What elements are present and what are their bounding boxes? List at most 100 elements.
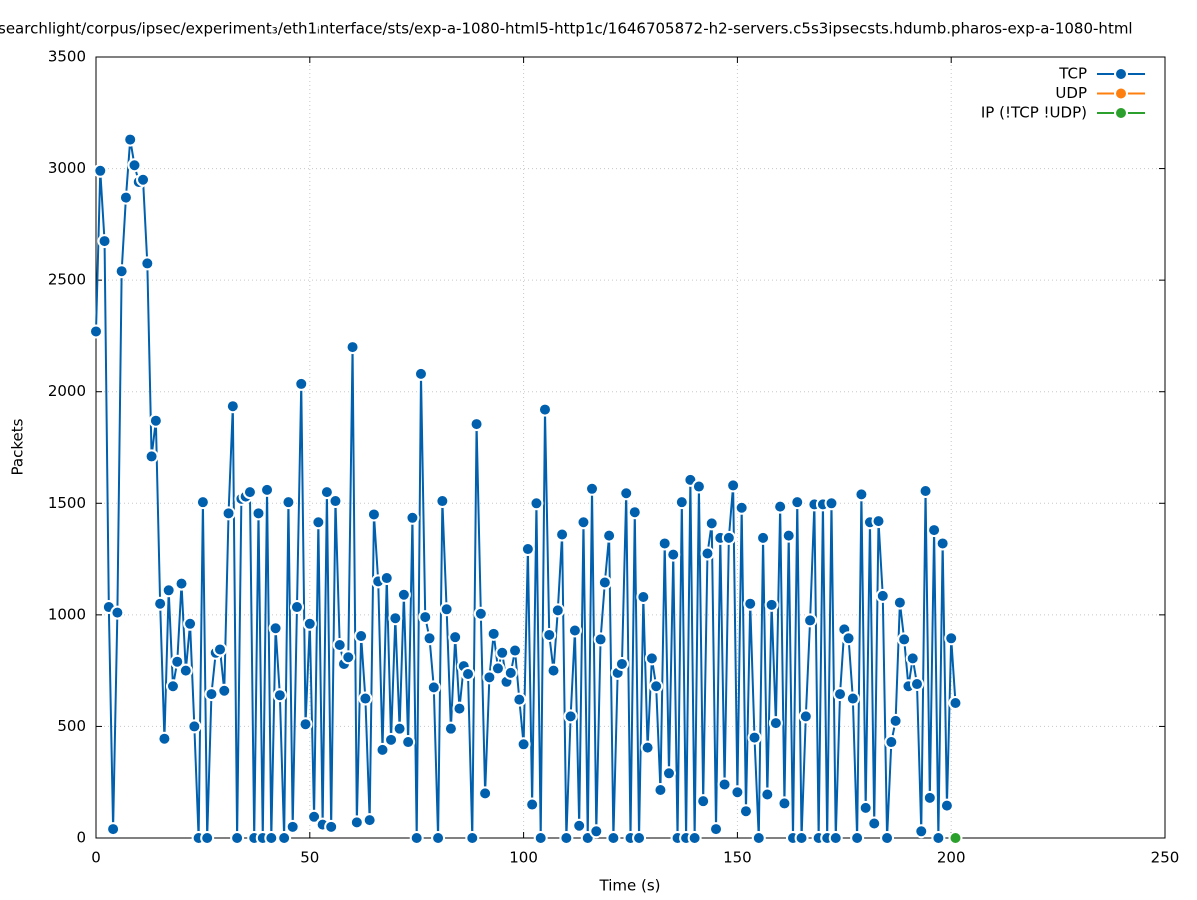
data-point: [542, 627, 557, 642]
data-point: [884, 735, 899, 750]
data-point: [482, 670, 497, 685]
data-point: [798, 709, 813, 724]
data-point: [294, 376, 309, 391]
data-point: [614, 656, 629, 671]
data-point: [597, 575, 612, 590]
data-point: [195, 495, 210, 510]
data-point: [948, 695, 963, 710]
data-point: [529, 496, 544, 511]
x-tick-label: 100: [509, 849, 538, 867]
data-point: [850, 831, 865, 845]
data-point: [790, 495, 805, 510]
data-point: [469, 417, 484, 432]
data-point: [777, 796, 792, 811]
data-point: [944, 631, 959, 646]
data-point: [298, 717, 313, 732]
data-point: [281, 495, 296, 510]
data-point: [875, 588, 890, 603]
data-point: [743, 596, 758, 611]
data-point: [418, 610, 433, 625]
data-point: [452, 701, 467, 716]
y-tick-label: 0: [76, 829, 86, 847]
data-point: [845, 691, 860, 706]
data-point: [435, 494, 450, 509]
data-point: [760, 787, 775, 802]
data-point: [824, 496, 839, 511]
y-tick-label: 500: [57, 717, 86, 735]
y-tick-label: 3500: [48, 48, 86, 66]
data-point: [939, 798, 954, 813]
data-point: [649, 679, 664, 694]
data-point: [734, 500, 749, 515]
data-point: [277, 831, 292, 845]
data-point: [384, 732, 399, 747]
data-point: [161, 583, 176, 598]
data-point: [768, 716, 783, 731]
data-point: [354, 629, 369, 644]
data-point: [537, 402, 552, 417]
data-point: [602, 528, 617, 543]
data-point: [165, 679, 180, 694]
data-point: [213, 642, 228, 657]
data-point: [388, 611, 403, 626]
data-point: [747, 730, 762, 745]
data-point: [841, 631, 856, 646]
data-point: [636, 590, 651, 605]
data-point: [157, 731, 172, 746]
data-point: [546, 663, 561, 678]
x-tick-label: 0: [91, 849, 101, 867]
data-point: [174, 576, 189, 591]
data-point: [242, 485, 257, 500]
data-point: [127, 158, 142, 173]
data-point: [567, 623, 582, 638]
data-point: [756, 530, 771, 545]
x-tick-label: 50: [300, 849, 319, 867]
data-point: [948, 831, 963, 845]
data-point: [794, 831, 809, 845]
data-point: [854, 487, 869, 502]
data-point: [700, 546, 715, 561]
data-point: [909, 677, 924, 692]
data-point: [311, 515, 326, 530]
data-point: [473, 606, 488, 621]
data-point: [478, 786, 493, 801]
legend-marker: [1114, 106, 1128, 120]
data-point: [110, 605, 125, 620]
data-point: [905, 651, 920, 666]
data-point: [345, 340, 360, 355]
data-point: [897, 632, 912, 647]
data-point: [828, 831, 843, 845]
data-point: [328, 494, 343, 509]
data-point: [114, 264, 129, 279]
data-point: [559, 831, 574, 845]
data-point: [871, 514, 886, 529]
data-point: [653, 783, 668, 798]
data-point: [422, 631, 437, 646]
data-point: [927, 523, 942, 538]
data-point: [431, 831, 446, 845]
data-point: [533, 831, 548, 845]
legend-label: IP (!TCP !UDP): [981, 104, 1087, 122]
data-point: [486, 626, 501, 641]
data-point: [632, 831, 647, 845]
data-point: [931, 831, 946, 845]
data-point: [349, 815, 364, 830]
data-point: [691, 479, 706, 494]
data-point: [136, 172, 151, 187]
data-point: [803, 613, 818, 628]
data-point: [392, 721, 407, 736]
data-point: [888, 713, 903, 728]
data-point: [619, 486, 634, 501]
data-point: [183, 616, 198, 631]
data-point: [362, 813, 377, 828]
data-point: [657, 536, 672, 551]
data-point: [495, 645, 510, 660]
data-point: [409, 831, 424, 845]
data-point: [140, 256, 155, 271]
data-point: [764, 597, 779, 612]
data-point: [465, 831, 480, 845]
data-point: [589, 824, 604, 839]
data-point: [606, 831, 621, 845]
data-point: [144, 449, 159, 464]
series-line: [95, 139, 957, 839]
